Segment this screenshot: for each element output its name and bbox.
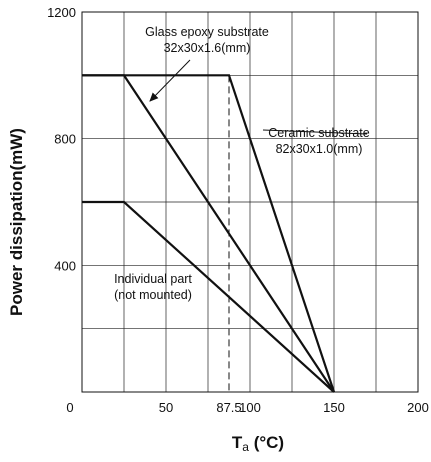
y-tick-label: 800 [54, 132, 76, 147]
x-tick-label: 50 [159, 400, 173, 415]
x-axis-label-subscript: a [242, 440, 249, 454]
annotation-line: 82x30x1.0(mm) [276, 142, 363, 156]
x-axis-label: Ta (°C) [232, 433, 284, 454]
annotation-leader-glass [149, 59, 191, 102]
annotation-line: Individual part [114, 272, 192, 286]
y-tick-label: 400 [54, 258, 76, 273]
x-tick-label: 150 [323, 400, 345, 415]
x-axis-label-unit: (°C) [249, 433, 284, 452]
plot-frame [81, 11, 419, 393]
series-group [82, 74, 336, 393]
series-line-individual [82, 200, 335, 393]
annotation-line: (not mounted) [114, 288, 192, 302]
annotation-individual: Individual part (not mounted) [114, 272, 192, 302]
x-tick-label: 200 [407, 400, 429, 415]
x-origin-label: 0 [66, 400, 73, 415]
y-tick-label: 1200 [47, 5, 76, 20]
x-tick-label: 87.5 [216, 400, 241, 415]
grid [82, 12, 418, 392]
series-line-glass [82, 74, 335, 393]
annotations: Glass epoxy substrate 32x30x1.6(mm) Cerami… [114, 25, 370, 302]
annotation-leader-ceramic [262, 129, 368, 135]
y-axis-label: Power dissipation(mW) [7, 128, 26, 316]
x-tick-label: 100 [239, 400, 261, 415]
series-line-ceramic [82, 74, 336, 393]
annotation-line: Glass epoxy substrate [145, 25, 269, 39]
x-axis-label-main: T [232, 433, 243, 452]
annotation-line: Ceramic substrate [268, 126, 369, 140]
annotation-glass: Glass epoxy substrate 32x30x1.6(mm) [145, 25, 269, 55]
annotation-line: 32x30x1.6(mm) [164, 41, 251, 55]
annotation-ceramic: Ceramic substrate 82x30x1.0(mm) [268, 126, 369, 156]
